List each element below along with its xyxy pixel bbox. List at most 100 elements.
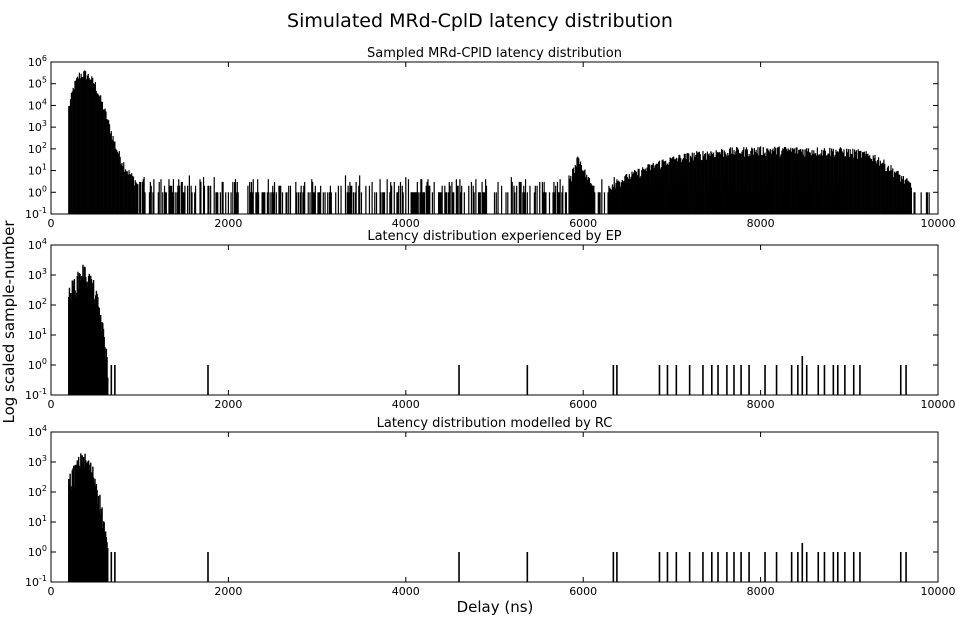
bar (775, 552, 778, 582)
bar (736, 147, 738, 214)
bar (872, 155, 874, 214)
bar (647, 164, 649, 214)
plot-frame (50, 244, 939, 396)
bar (80, 275, 83, 395)
bar (99, 314, 102, 395)
bar (818, 154, 820, 214)
bar (631, 171, 633, 214)
bar (729, 147, 732, 214)
bar (728, 155, 730, 214)
bar (665, 160, 667, 214)
bar (413, 192, 415, 214)
bar (673, 156, 675, 214)
bar (73, 485, 76, 582)
bar (574, 165, 576, 214)
bar (590, 183, 592, 214)
subplot-1: Sampled MRd-CPlD latency distribution 0 20… (25, 46, 955, 230)
bar (775, 154, 778, 214)
bar (905, 365, 907, 395)
bar (73, 89, 75, 214)
bar (671, 158, 673, 214)
bar (680, 158, 682, 214)
bar (309, 192, 311, 214)
bar (110, 131, 112, 214)
bar (688, 365, 691, 395)
bar (354, 192, 356, 214)
bar (839, 147, 842, 214)
bar (752, 148, 754, 214)
subplot-3: Latency distribution modelled by RC 0 2000… (25, 416, 955, 598)
bar (68, 106, 70, 214)
bar (98, 510, 100, 582)
bar (157, 192, 159, 214)
bar (74, 290, 76, 395)
plot-frame (50, 431, 939, 583)
x-axis: 0 2000 4000 6000 8000 10000 (48, 432, 956, 598)
bar (832, 365, 835, 395)
bar (162, 192, 164, 214)
bar (664, 161, 666, 214)
bar (616, 188, 618, 214)
bar (869, 155, 871, 214)
bar (99, 96, 101, 214)
bar (91, 286, 93, 395)
y-tick-label: 10-1 (25, 206, 47, 221)
bar (805, 552, 808, 582)
bar (194, 192, 196, 214)
bar (594, 192, 596, 214)
bar (105, 536, 108, 582)
bar (832, 552, 835, 582)
bar (391, 185, 393, 214)
bar (728, 148, 731, 214)
bar (925, 192, 928, 214)
bar (511, 181, 513, 214)
bar (889, 170, 891, 214)
bar (71, 470, 73, 582)
bar (770, 153, 772, 214)
bar (807, 151, 809, 214)
bar (84, 71, 87, 214)
bar (706, 151, 708, 214)
bar (75, 80, 77, 214)
bar (68, 478, 70, 582)
bar (555, 185, 557, 214)
bar (513, 185, 515, 214)
bar (330, 192, 332, 214)
bar (828, 153, 830, 214)
bar (616, 552, 618, 582)
bar (852, 148, 854, 214)
bar (570, 175, 572, 214)
bar (693, 152, 695, 214)
bar (422, 192, 425, 214)
bar (176, 192, 178, 214)
bar (844, 552, 846, 582)
bar (897, 170, 899, 214)
bar (585, 177, 587, 214)
y-axis: 10-1 100 101 102 103 104 (25, 237, 938, 402)
bar (757, 147, 759, 214)
bar (847, 149, 850, 214)
bar (637, 168, 639, 214)
bar (80, 73, 82, 214)
bar (814, 153, 816, 214)
bar (160, 179, 162, 214)
bar (199, 179, 201, 214)
bar (666, 365, 669, 395)
bar (264, 192, 266, 214)
bar (829, 147, 831, 214)
bar (859, 151, 861, 214)
bar (702, 552, 704, 582)
x-axis: 0 2000 4000 6000 8000 10000 (48, 62, 956, 230)
bar (659, 168, 661, 214)
bar (425, 185, 427, 214)
bar (227, 192, 229, 214)
bar (749, 155, 751, 214)
bar (552, 192, 554, 214)
bar (744, 156, 746, 214)
bar (375, 192, 378, 214)
bar (795, 147, 797, 214)
bar (335, 192, 337, 214)
bar (792, 149, 795, 214)
bar (132, 176, 134, 214)
bar (272, 185, 274, 214)
